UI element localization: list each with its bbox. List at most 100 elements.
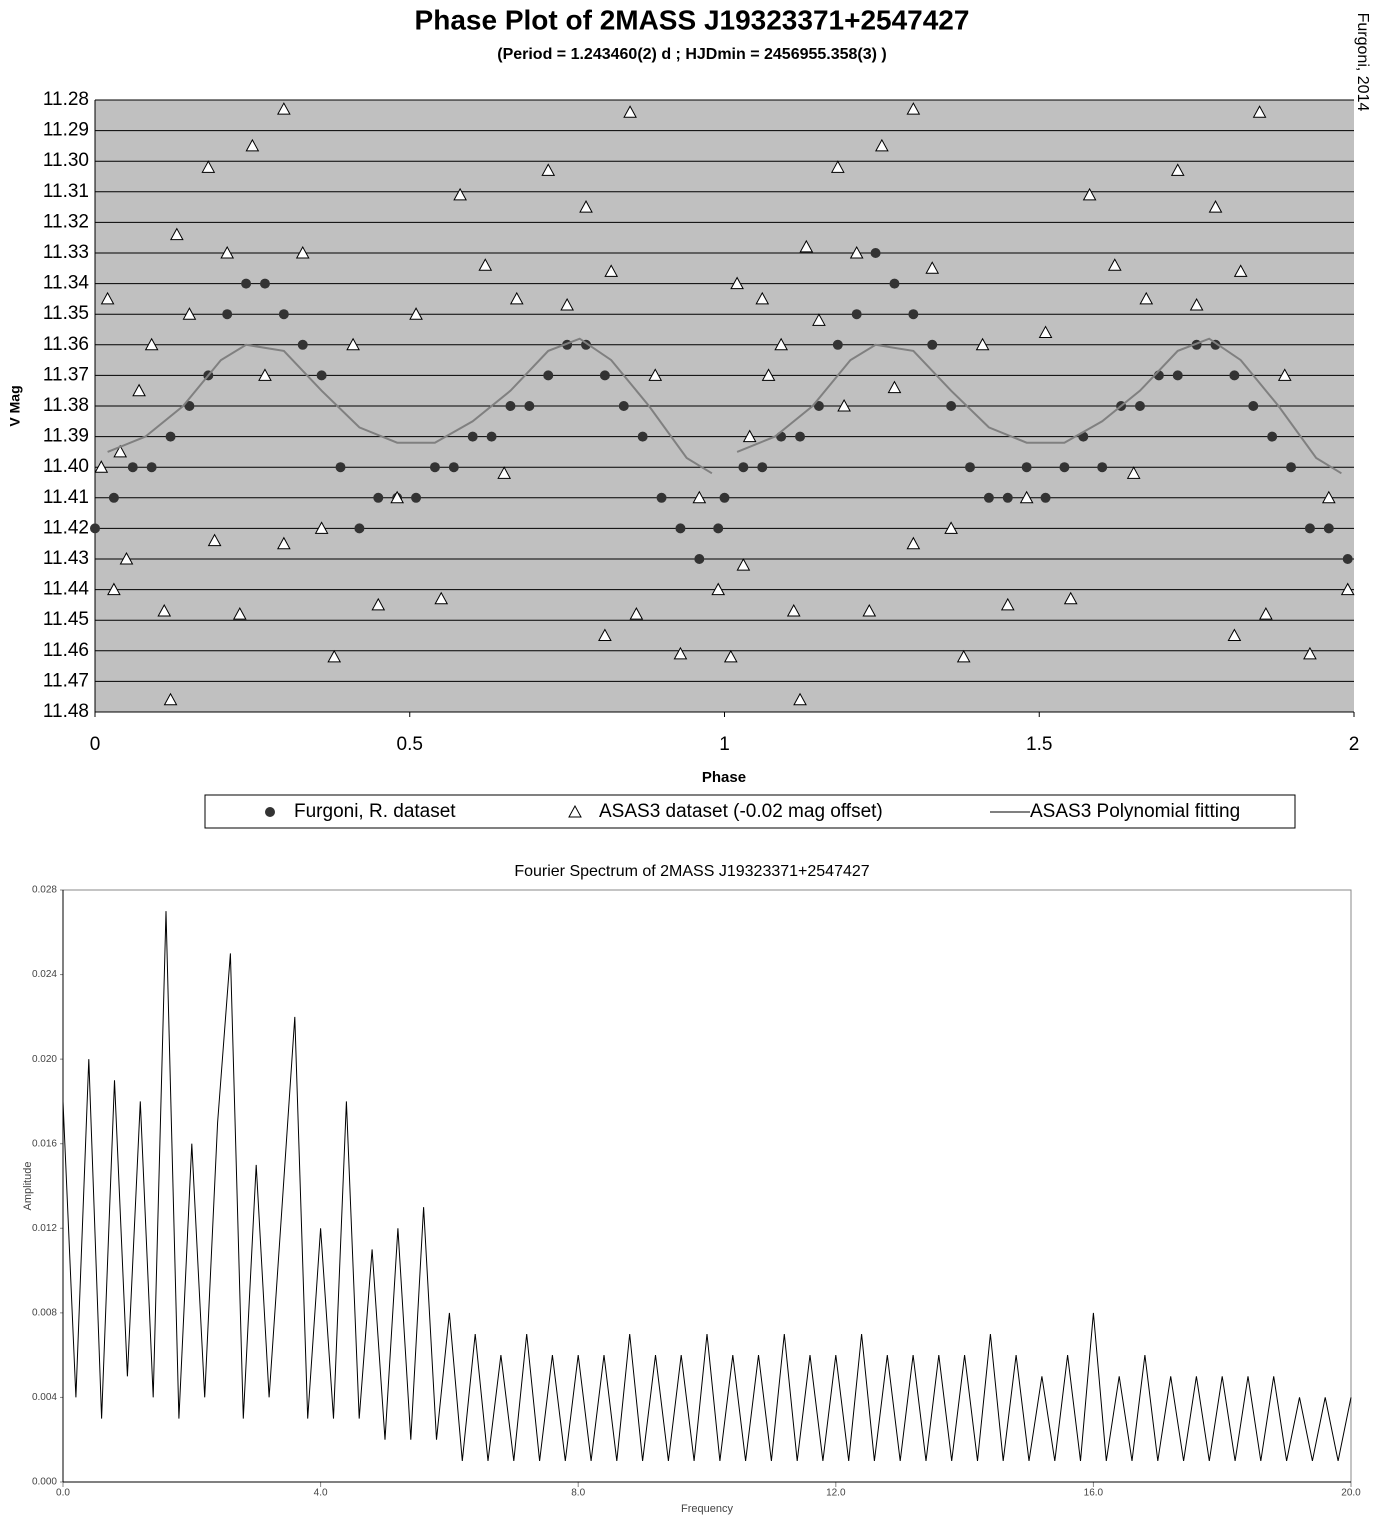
triangle-point — [409, 307, 423, 320]
circle-point — [411, 492, 422, 503]
triangle-point — [1259, 607, 1273, 620]
y-tick-label: 0.008 — [32, 1307, 57, 1318]
circle-point — [543, 370, 554, 381]
x-axis-label: Frequency — [681, 1503, 733, 1515]
circle-point — [713, 523, 724, 534]
triangle-point — [1340, 582, 1355, 596]
triangle-point — [478, 258, 493, 271]
y-tick-label: 11.47 — [43, 670, 89, 691]
x-tick-label: 0.5 — [397, 734, 423, 755]
triangle-point — [906, 102, 921, 115]
circle-point — [1134, 401, 1145, 411]
legend-box — [204, 794, 1296, 829]
x-tick-label: 0.0 — [56, 1488, 70, 1499]
triangle-point — [1107, 258, 1122, 271]
triangle-point — [598, 628, 612, 641]
circle-point — [146, 462, 157, 473]
triangle-point — [434, 591, 449, 605]
triangle-point — [723, 649, 738, 663]
circle-point — [373, 492, 384, 503]
triangle-point — [207, 533, 222, 547]
circle-point — [738, 462, 749, 473]
triangle-point — [453, 187, 467, 201]
y-tick-label: 11.30 — [43, 150, 89, 171]
y-tick-label: 0.020 — [32, 1054, 57, 1065]
triangle-point — [812, 313, 826, 326]
x-tick-label: 20.0 — [1341, 1488, 1361, 1499]
triangle-point — [541, 163, 556, 176]
circle-point — [965, 462, 976, 473]
legend-marker — [265, 807, 275, 817]
circle-point — [241, 278, 252, 289]
triangle-point — [1063, 591, 1078, 605]
circle-point — [1172, 370, 1183, 381]
triangle-point — [742, 429, 757, 443]
triangle-point — [220, 245, 235, 259]
triangle-point — [604, 264, 619, 277]
triangle-point — [906, 536, 921, 550]
circle-point — [618, 401, 629, 411]
triangle-point — [182, 307, 197, 320]
triangle-point — [1038, 325, 1053, 339]
circle-point — [90, 523, 100, 534]
triangle-point — [1189, 297, 1204, 311]
circle-point — [637, 431, 648, 442]
y-tick-label: 11.33 — [43, 242, 89, 263]
circle-point — [1229, 370, 1240, 381]
chart-title: Fourier Spectrum of 2MASS J19323371+2547… — [514, 863, 869, 880]
triangle-point — [956, 649, 971, 663]
circle-point — [946, 401, 957, 411]
triangle-point — [648, 368, 663, 381]
data-line — [62, 911, 1352, 1461]
plot-area — [62, 889, 1352, 1483]
triangle-point — [862, 603, 877, 617]
y-tick-label: 11.36 — [43, 334, 89, 355]
y-tick-label: 11.29 — [43, 120, 89, 141]
triangle-point — [692, 490, 707, 504]
legend-marker — [568, 804, 582, 818]
circle-point — [165, 431, 176, 442]
triangle-point — [1321, 490, 1336, 504]
circle-point — [108, 492, 119, 503]
legend-label: Furgoni, R. dataset — [294, 801, 456, 822]
triangle-point — [107, 582, 121, 596]
y-tick-label: 11.34 — [43, 273, 90, 294]
circle-point — [278, 309, 289, 320]
triangle-point — [163, 692, 178, 706]
x-tick-label: 4.0 — [314, 1488, 328, 1499]
legend-label: ASAS3 Polynomial fitting — [1030, 801, 1240, 822]
triangle-point — [497, 466, 512, 479]
y-tick-label: 11.42 — [43, 517, 89, 538]
x-tick-label: 2 — [1349, 734, 1360, 755]
triangle-point — [799, 239, 814, 253]
circle-point — [1248, 401, 1259, 411]
x-tick-label: 1 — [719, 734, 730, 755]
triangle-point — [232, 607, 247, 620]
triangle-point — [258, 368, 272, 381]
triangle-point — [1277, 368, 1292, 381]
y-tick-label: 11.44 — [43, 579, 90, 600]
triangle-point — [736, 558, 751, 571]
triangle-point — [100, 291, 115, 305]
triangle-point — [144, 337, 159, 351]
triangle-point — [157, 603, 172, 617]
triangle-point — [1000, 597, 1015, 611]
circle-point — [1267, 431, 1278, 442]
triangle-point — [169, 227, 184, 241]
y-tick-label: 11.38 — [43, 395, 89, 416]
y-tick-label: 11.40 — [43, 456, 89, 477]
triangle-point — [1227, 628, 1242, 641]
triangle-point — [975, 337, 990, 351]
circle-point — [486, 431, 497, 442]
triangle-point — [579, 200, 593, 213]
triangle-point — [875, 138, 889, 152]
triangle-point — [327, 649, 342, 663]
triangle-point — [390, 490, 405, 504]
circle-point — [429, 462, 440, 473]
triangle-point — [1252, 105, 1267, 118]
y-tick-label: 11.35 — [43, 303, 89, 324]
y-axis-label: Amplitude — [22, 1162, 34, 1211]
triangle-point — [761, 368, 776, 381]
triangle-point — [509, 291, 524, 305]
